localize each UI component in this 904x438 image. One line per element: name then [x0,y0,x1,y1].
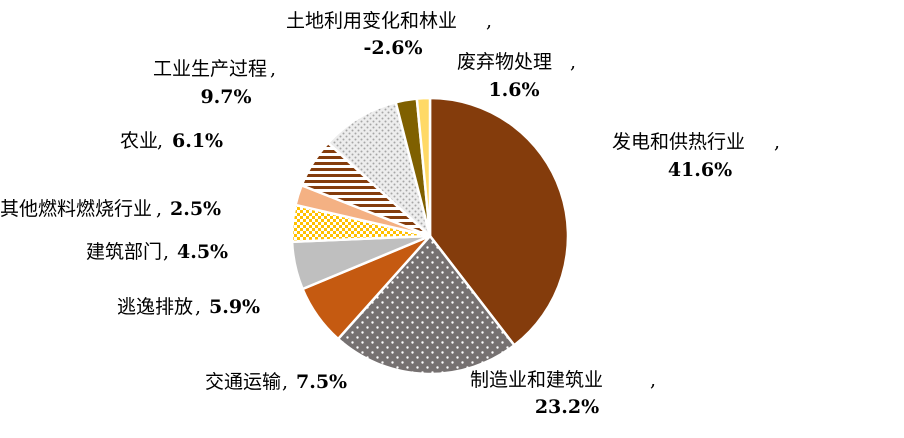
label-buildings-value: 4.5% [177,241,228,263]
label-agriculture-name: 农业 [120,130,158,152]
label-otherfuel-name: 其他燃料燃烧行业 [0,198,152,220]
label-landuse-comma: , [486,10,492,32]
label-industrial-comma: , [270,58,276,80]
label-waste-value: 1.6% [488,79,539,101]
label-landuse-value: -2.6% [364,37,423,59]
label-waste-name: 废弃物处理 [457,51,552,73]
pie-slice-7 [326,100,433,240]
label-agriculture-comma: , [157,130,163,152]
label-manufacturing-value: 23.2% [535,396,599,418]
label-manufacturing-comma: , [650,369,656,391]
label-transport-name: 交通运输 [205,371,281,393]
label-agriculture-value: 6.1% [172,130,223,152]
label-buildings-name: 建筑部门 [86,241,162,263]
label-manufacturing-name: 制造业和建筑业 [470,369,603,391]
pie-slices [290,96,570,376]
label-waste-comma: , [570,51,576,73]
pie-slice-0 [428,96,570,348]
label-fugitive-name: 逃逸排放 [117,296,193,318]
label-power-comma: , [774,131,780,153]
label-transport-value: 7.5% [296,371,347,393]
label-power-name: 发电和供热行业 [612,131,745,153]
label-industrial-value: 9.7% [200,86,251,108]
label-otherfuel-value: 2.5% [170,198,221,220]
pie-slice-1 [336,234,517,376]
label-fugitive-comma: , [195,296,201,318]
label-buildings-comma: , [163,241,169,263]
label-industrial-name: 工业生产过程 [153,58,267,80]
label-transport-comma: , [282,371,288,393]
label-otherfuel-comma: , [156,198,162,220]
label-fugitive-value: 5.9% [209,296,260,318]
pie-slice-9 [415,96,432,237]
label-landuse-name: 土地利用变化和林业 [286,10,457,32]
label-power-value: 41.6% [668,159,732,181]
